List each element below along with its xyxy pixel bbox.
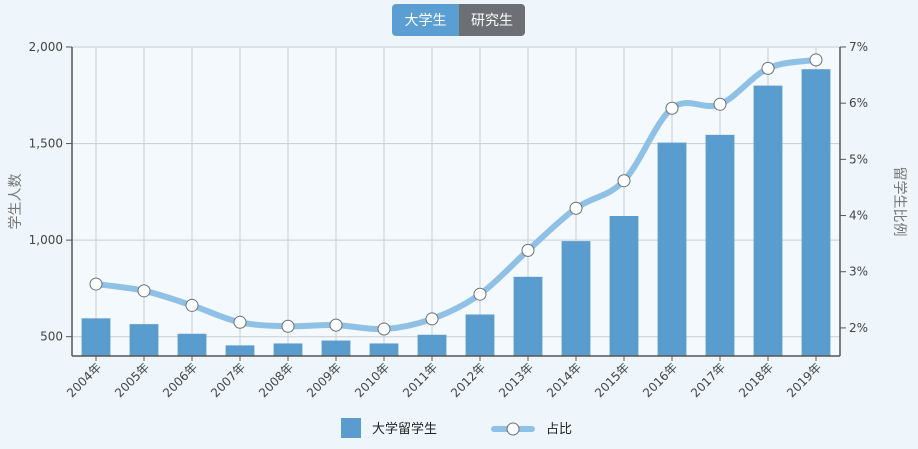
x-tick-label: 2018年 — [736, 360, 776, 400]
x-tick-label: 2005年 — [112, 360, 152, 400]
line-point — [377, 322, 391, 336]
bar — [273, 343, 303, 356]
right-tick-label: 4% — [849, 209, 868, 223]
bar — [225, 345, 255, 356]
right-tick-label: 2% — [849, 321, 868, 335]
line-point — [521, 243, 535, 257]
legend-bar-swatch — [341, 418, 361, 438]
bar — [705, 134, 735, 356]
legend-line-label: 占比 — [546, 422, 572, 437]
right-tick-label: 3% — [849, 265, 868, 279]
legend-bar-label: 大学留学生 — [372, 421, 437, 437]
line-point — [281, 319, 295, 333]
left-tick-label: 500 — [40, 330, 63, 344]
line-point — [89, 277, 103, 291]
bar — [801, 69, 831, 356]
right-axis-title: 留学生比例 — [891, 167, 907, 237]
left-axis-title: 学生人数 — [8, 174, 24, 230]
line-point — [809, 53, 823, 67]
tab-group: 大学生 研究生 — [392, 4, 525, 36]
line-point — [137, 284, 151, 298]
line-point — [473, 287, 487, 301]
x-tick-label: 2009年 — [304, 360, 344, 400]
line-point — [617, 174, 631, 188]
right-tick-label: 6% — [849, 96, 868, 110]
bar — [129, 324, 159, 356]
bar — [561, 241, 591, 356]
x-tick-label: 2006年 — [160, 360, 200, 400]
x-tick-label: 2015年 — [592, 360, 632, 400]
line-point — [569, 201, 583, 215]
bar — [321, 340, 351, 356]
left-tick-label: 1,500 — [29, 137, 63, 151]
bar — [81, 318, 111, 356]
x-tick-label: 2017年 — [688, 360, 728, 400]
line-point — [185, 298, 199, 312]
line-series — [89, 53, 823, 336]
x-tick-label: 2007年 — [208, 360, 248, 400]
bar — [369, 343, 399, 356]
legend-line-marker — [506, 422, 520, 436]
bar — [609, 215, 639, 356]
line-point — [665, 101, 679, 115]
x-tick-label: 2011年 — [400, 360, 440, 400]
x-tick-label: 2016年 — [640, 360, 680, 400]
bar — [657, 142, 687, 356]
line-point — [233, 315, 247, 329]
line-point — [425, 312, 439, 326]
legend: 大学留学生 占比 — [341, 418, 572, 438]
bar — [753, 85, 783, 356]
ratio-line — [93, 56, 819, 333]
bar — [177, 333, 207, 356]
x-tick-label: 2019年 — [784, 360, 824, 400]
x-tick-label: 2004年 — [64, 360, 104, 400]
left-tick-label: 1,000 — [29, 233, 63, 247]
bar-series — [81, 69, 831, 356]
x-tick-label: 2010年 — [352, 360, 392, 400]
tab-graduate[interactable]: 研究生 — [459, 4, 525, 36]
line-point — [329, 318, 343, 332]
bar — [417, 334, 447, 356]
tab-undergraduate[interactable]: 大学生 — [392, 4, 459, 36]
line-point — [761, 61, 775, 75]
right-tick-label: 7% — [849, 40, 868, 54]
line-point — [713, 97, 727, 111]
right-tick-label: 5% — [849, 152, 868, 166]
x-tick-label: 2008年 — [256, 360, 296, 400]
x-tick-label: 2013年 — [496, 360, 536, 400]
bar — [513, 276, 543, 356]
left-tick-label: 2,000 — [29, 40, 63, 54]
x-tick-label: 2012年 — [448, 360, 488, 400]
bar — [465, 314, 495, 356]
x-tick-label: 2014年 — [544, 360, 584, 400]
